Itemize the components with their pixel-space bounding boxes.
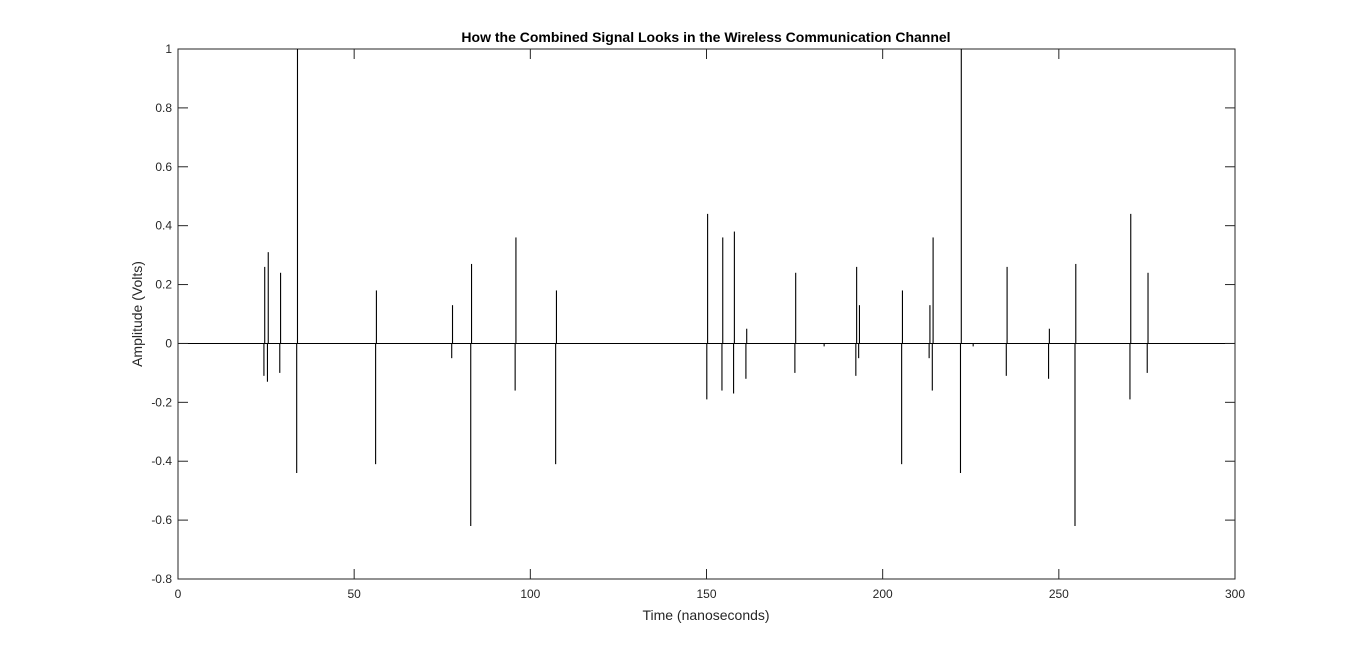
x-axis-ticks: 0 50 100 150 200 250 300 (175, 49, 1245, 601)
y-axis-label: Amplitude (Volts) (129, 261, 145, 367)
x-axis-label: Time (nanoseconds) (642, 607, 769, 623)
x-tick-label: 300 (1225, 587, 1245, 601)
y-axis-ticks: -0.8 -0.6 -0.4 -0.2 0 0.2 0.4 0.6 0.8 1 (151, 42, 1235, 586)
pulse-layer (263, 49, 1149, 526)
y-tick-label: -0.2 (151, 395, 172, 409)
y-tick-label: -0.6 (151, 513, 172, 527)
chart-title: How the Combined Signal Looks in the Wir… (461, 29, 950, 45)
y-tick-label: 1 (165, 42, 172, 56)
x-tick-label: 150 (696, 587, 716, 601)
x-tick-label: 0 (175, 587, 182, 601)
x-tick-label: 100 (520, 587, 540, 601)
y-tick-label: 0.4 (155, 219, 172, 233)
x-tick-label: 50 (347, 587, 361, 601)
y-tick-label: -0.8 (151, 572, 172, 586)
plot-area (177, 48, 1236, 580)
y-tick-label: 0.2 (155, 278, 172, 292)
y-tick-label: 0 (165, 336, 172, 350)
x-tick-label: 200 (873, 587, 893, 601)
y-tick-label: 0.8 (155, 101, 172, 115)
x-tick-label: 250 (1049, 587, 1069, 601)
y-tick-label: 0.6 (155, 160, 172, 174)
y-tick-label: -0.4 (151, 454, 172, 468)
